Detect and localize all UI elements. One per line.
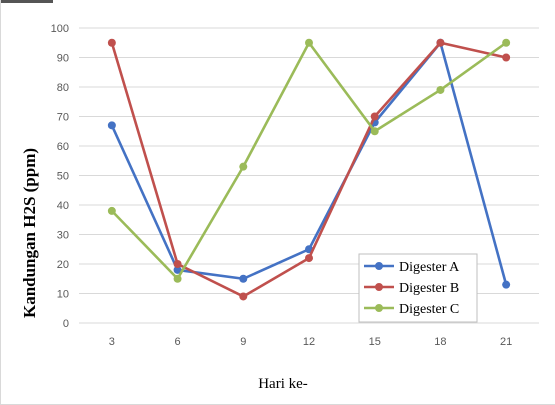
data-point [502,38,511,47]
x-tick-label: 15 [369,336,381,348]
data-point [305,38,313,47]
data-point [239,162,248,171]
y-tick-label: 70 [57,112,69,124]
data-point [502,53,511,62]
x-tick-label: 18 [434,336,446,348]
x-tick-label: 12 [303,336,315,348]
legend-swatch-marker [375,262,383,270]
x-tick-label: 6 [175,336,181,348]
y-tick-label: 50 [57,171,69,183]
data-point [502,280,511,289]
x-tick-label: 9 [240,336,246,348]
y-tick-label: 0 [63,318,69,330]
y-tick-label: 80 [57,82,69,94]
legend-label: Digester B [399,281,459,296]
data-point [436,85,445,94]
data-point [239,292,248,301]
y-axis-title: Kandungan H2S (ppm) [20,148,39,318]
top-edge-mark [1,0,53,3]
legend-swatch-marker [375,283,383,291]
legend-item: Digester B [364,281,459,296]
data-point [239,274,248,283]
legend-items: Digester A Digester B Digester C [364,260,460,317]
legend-item: Digester C [364,302,459,317]
y-tick-label: 90 [57,53,69,65]
y-tick-label: 40 [57,200,69,212]
x-tick-label: 3 [109,336,115,348]
series-2 [107,38,511,301]
data-point [436,38,445,47]
data-point [173,265,182,274]
y-tick-label: 100 [51,23,69,35]
legend-item: Digester A [364,260,460,275]
y-tick-labels: 0 10 20 30 40 50 60 70 80 90 100 [51,23,69,330]
legend-label: Digester C [399,302,459,317]
data-point [173,260,182,268]
x-axis-title: Hari ke- [258,376,308,392]
legend-label: Digester A [399,260,460,275]
y-tick-label: 10 [57,289,69,301]
series-3 [107,38,511,283]
y-tick-label: 20 [57,259,69,271]
data-point [370,112,379,121]
series-layer [107,38,511,301]
data-point [370,127,379,136]
x-tick-label: 21 [500,336,512,348]
y-tick-label: 30 [57,230,69,242]
data-point [107,38,116,47]
data-point [107,121,116,130]
data-point [173,274,182,283]
legend: Digester A Digester B Digester C [358,253,478,323]
data-point [107,206,116,215]
data-point [305,254,313,263]
series-1 [107,38,511,289]
legend-swatch-marker [375,304,383,312]
y-tick-label: 60 [57,141,69,153]
x-tick-labels: 3 6 9 12 15 18 21 [109,336,512,348]
